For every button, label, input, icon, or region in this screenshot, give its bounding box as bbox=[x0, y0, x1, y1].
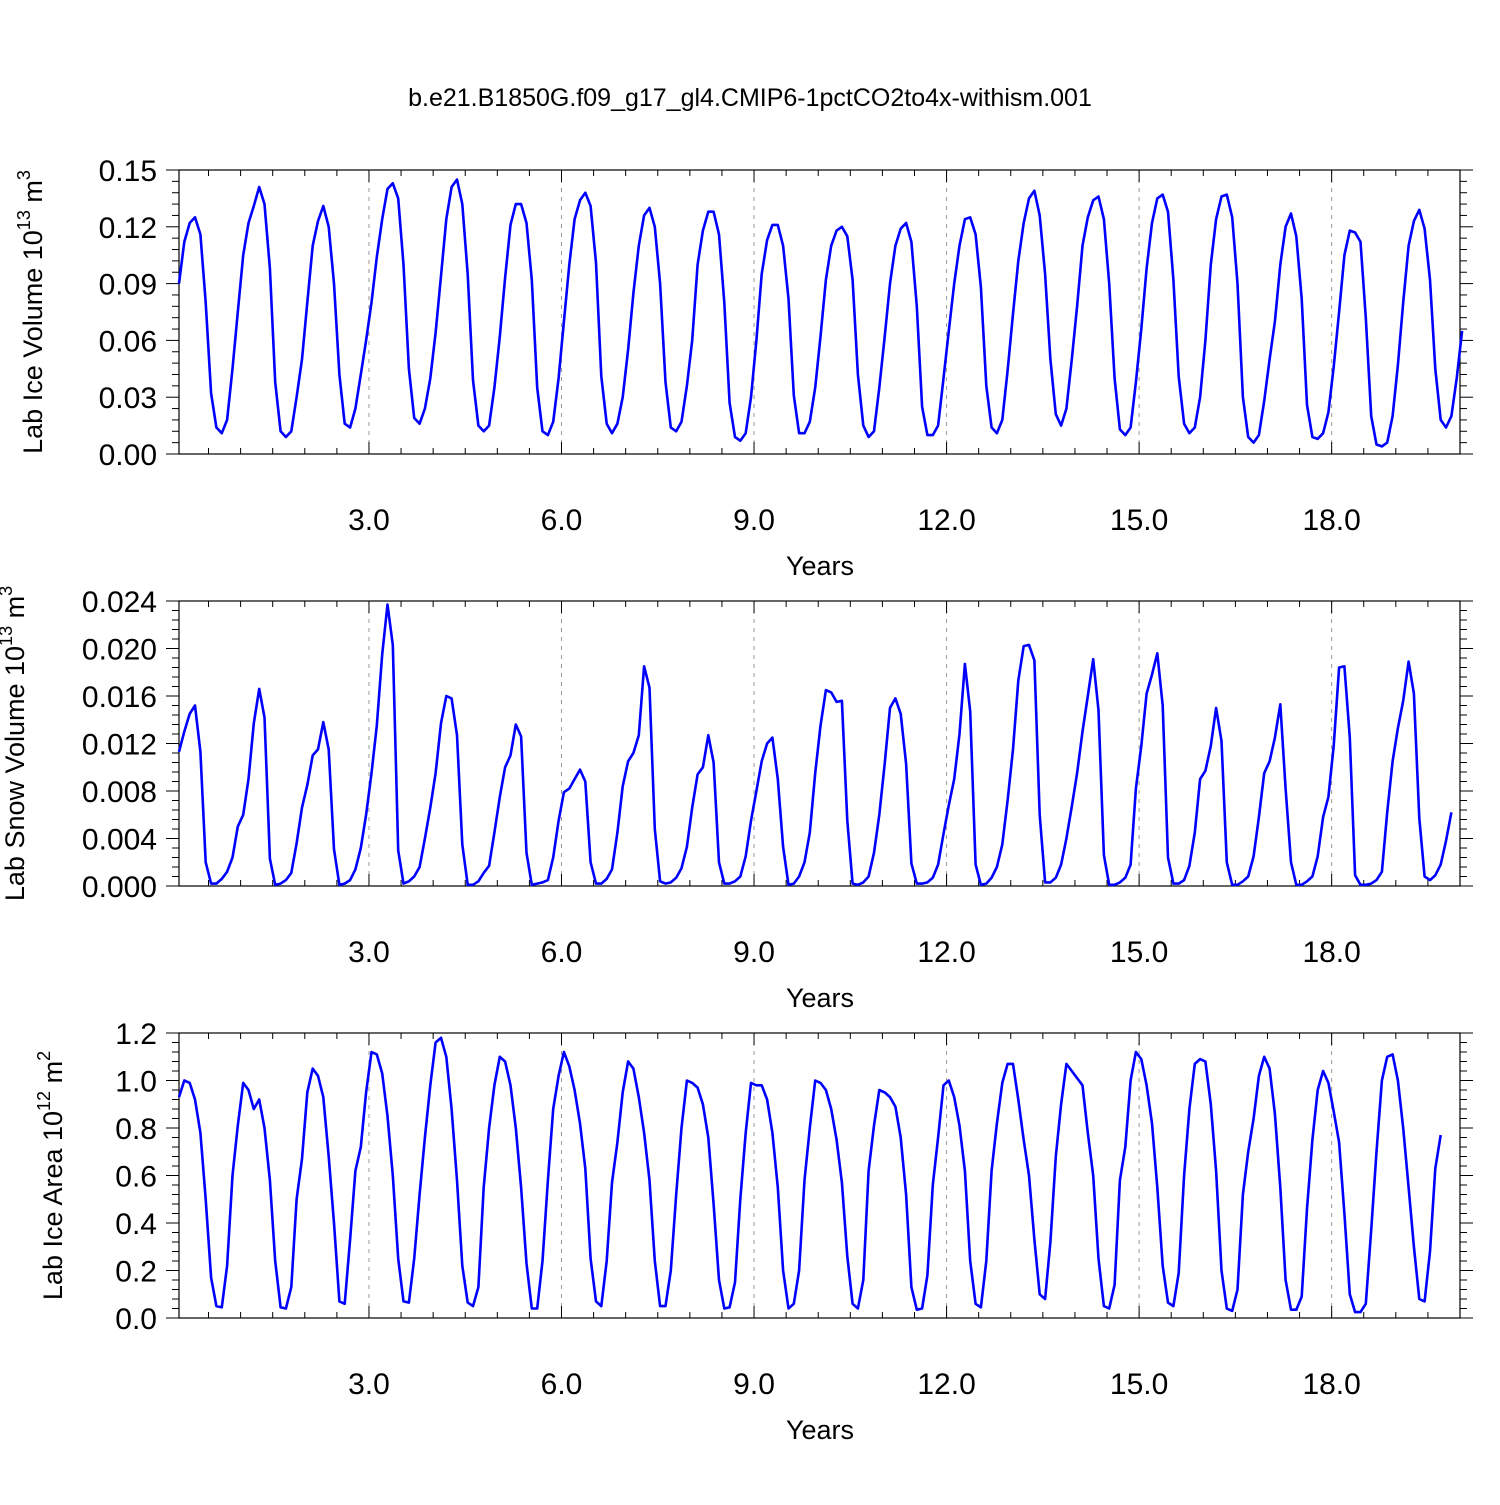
y-axis-label-unit-exponent: 3 bbox=[14, 170, 34, 180]
x-tick-label: 6.0 bbox=[541, 504, 583, 537]
x-tick-label: 15.0 bbox=[1110, 1368, 1168, 1401]
panel-3: 0.0 0.2 0.4 0.6 0.8 1.0 1.2 3.0 6.0 9.0 12.0 15.0 18… bbox=[34, 1018, 1473, 1445]
x-tick-label: 9.0 bbox=[733, 504, 775, 537]
x-tick-label: 6.0 bbox=[541, 1368, 583, 1401]
series-line bbox=[177, 603, 1453, 887]
x-tick-label: 18.0 bbox=[1302, 936, 1360, 969]
plot-frame bbox=[178, 1032, 1461, 1319]
x-tick-label: 12.0 bbox=[917, 1368, 975, 1401]
y-tick-label: 1.0 bbox=[115, 1066, 157, 1099]
y-tick-label: 0.09 bbox=[99, 269, 157, 302]
y-axis-label-exponent: 13 bbox=[0, 626, 16, 646]
panel-2: 0.000 0.004 0.008 0.012 0.016 0.020 0.024 3.0 6.… bbox=[0, 586, 1473, 1013]
series-line bbox=[177, 1036, 1442, 1314]
series-line bbox=[177, 178, 1464, 448]
y-tick-label: 0.024 bbox=[82, 586, 157, 619]
y-tick-label: 0.03 bbox=[99, 382, 157, 415]
y-tick-label: 1.2 bbox=[115, 1018, 157, 1051]
x-axis-label: Years bbox=[786, 1415, 854, 1445]
y-axis-label-text: Lab Snow Volume 10 bbox=[0, 646, 30, 901]
plot-frame bbox=[178, 169, 1461, 455]
y-axis-label-text: Lab Ice Volume 10 bbox=[18, 230, 48, 454]
y-tick-label: 0.2 bbox=[115, 1256, 157, 1289]
y-tick-label: 0.12 bbox=[99, 212, 157, 245]
y-axis-label-unit: m bbox=[38, 1061, 68, 1091]
y-axis-label-unit: m bbox=[18, 180, 48, 210]
y-axis-label-unit-exponent: 3 bbox=[0, 586, 16, 596]
x-axis-label: Years bbox=[786, 551, 854, 581]
y-tick-label: 0.0 bbox=[115, 1303, 157, 1336]
y-tick-label: 0.020 bbox=[82, 634, 157, 667]
y-axis-label-exponent: 12 bbox=[34, 1091, 54, 1111]
y-tick-label: 0.012 bbox=[82, 729, 157, 762]
y-tick-label: 0.15 bbox=[99, 155, 157, 188]
x-tick-label: 9.0 bbox=[733, 936, 775, 969]
y-axis-label-exponent: 13 bbox=[14, 210, 34, 230]
y-tick-label: 0.00 bbox=[99, 439, 157, 472]
x-tick-label: 12.0 bbox=[917, 504, 975, 537]
x-tick-label: 6.0 bbox=[541, 936, 583, 969]
y-tick-label: 0.06 bbox=[99, 325, 157, 358]
y-axis-label-text: Lab Ice Area 10 bbox=[38, 1111, 68, 1300]
y-axis-label-unit-exponent: 2 bbox=[34, 1051, 54, 1061]
y-axis-label: Lab Ice Volume 1013 m3 bbox=[14, 170, 48, 454]
y-axis-label: Lab Ice Area 1012 m2 bbox=[34, 1051, 68, 1300]
x-tick-label: 18.0 bbox=[1302, 1368, 1360, 1401]
x-tick-label: 9.0 bbox=[733, 1368, 775, 1401]
figure-title: b.e21.B1850G.f09_g17_gl4.CMIP6-1pctCO2to… bbox=[408, 84, 1092, 112]
y-tick-label: 0.016 bbox=[82, 681, 157, 714]
y-axis-label-unit: m bbox=[0, 596, 30, 626]
x-tick-label: 3.0 bbox=[348, 936, 390, 969]
x-tick-label: 12.0 bbox=[917, 936, 975, 969]
y-tick-label: 0.4 bbox=[115, 1208, 157, 1241]
y-tick-label: 0.000 bbox=[82, 871, 157, 904]
x-axis-label: Years bbox=[786, 983, 854, 1013]
y-tick-label: 0.6 bbox=[115, 1161, 157, 1194]
x-tick-label: 3.0 bbox=[348, 504, 390, 537]
panel-1: 0.00 0.03 0.06 0.09 0.12 0.15 3.0 6.0 9.0 12.0 15.… bbox=[14, 155, 1473, 581]
x-tick-label: 18.0 bbox=[1302, 504, 1360, 537]
y-tick-label: 0.8 bbox=[115, 1113, 157, 1146]
y-tick-label: 0.004 bbox=[82, 824, 157, 857]
x-tick-label: 3.0 bbox=[348, 1368, 390, 1401]
y-axis-label: Lab Snow Volume 1013 m3 bbox=[0, 586, 30, 901]
x-tick-label: 15.0 bbox=[1110, 936, 1168, 969]
y-tick-label: 0.008 bbox=[82, 776, 157, 809]
x-tick-label: 15.0 bbox=[1110, 504, 1168, 537]
